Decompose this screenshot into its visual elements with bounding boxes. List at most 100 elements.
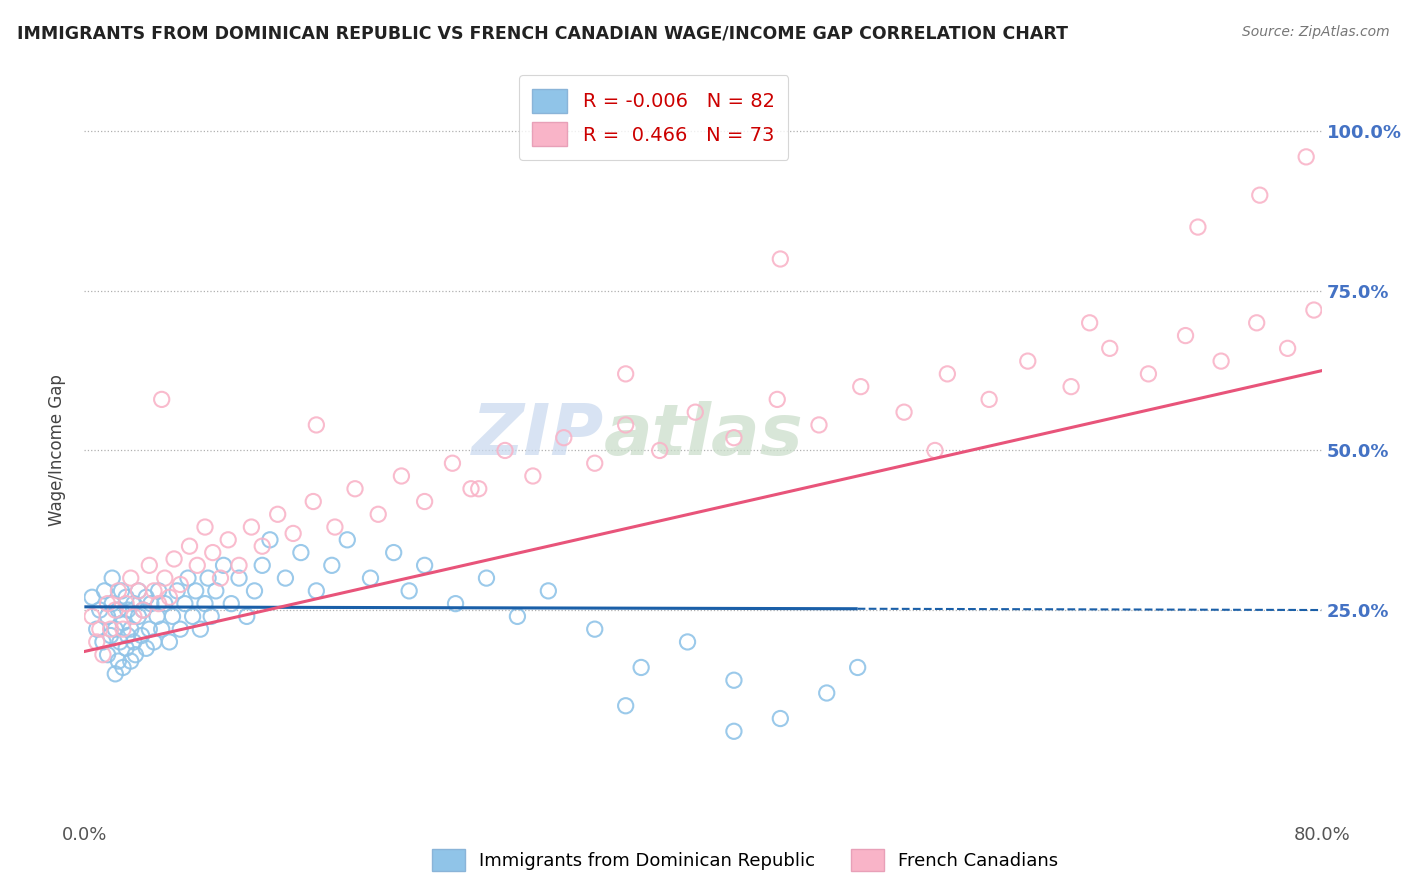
Point (86, 622, 108, 636)
Point (267, 508, 290, 522)
Point (124, 648, 146, 662)
Point (131, 629, 153, 643)
Point (122, 635, 145, 649)
Point (382, 545, 405, 559)
Point (120, 571, 142, 585)
Point (104, 603, 127, 617)
Point (181, 609, 204, 624)
Point (685, 405, 707, 419)
Point (89, 622, 111, 636)
Point (143, 583, 166, 598)
Point (194, 597, 217, 611)
Point (93, 583, 115, 598)
Text: atlas: atlas (605, 401, 804, 470)
Point (197, 571, 219, 585)
Point (153, 597, 176, 611)
Point (441, 456, 464, 470)
Point (1246, 316, 1268, 330)
Point (1137, 367, 1160, 381)
Point (82, 591, 104, 605)
Point (139, 597, 162, 611)
Point (194, 520, 217, 534)
Point (86, 635, 108, 649)
Point (389, 469, 413, 483)
Point (100, 629, 122, 643)
Point (150, 622, 173, 636)
Y-axis label: Wage/Income Gap: Wage/Income Gap (48, 375, 66, 526)
Point (143, 635, 166, 649)
Point (150, 392, 173, 407)
Point (115, 641, 138, 656)
Point (163, 552, 186, 566)
Point (1209, 354, 1232, 368)
Point (186, 558, 208, 573)
Text: Source: ZipAtlas.com: Source: ZipAtlas.com (1241, 25, 1389, 39)
Point (807, 417, 830, 432)
Point (107, 603, 129, 617)
Point (360, 571, 382, 585)
Point (219, 597, 242, 611)
Point (583, 622, 606, 636)
Point (209, 571, 232, 585)
Point (138, 622, 160, 636)
Point (537, 583, 560, 598)
Point (91, 635, 114, 649)
Point (1295, 150, 1317, 164)
Point (127, 583, 149, 598)
Point (96, 648, 118, 662)
Point (127, 609, 149, 624)
Point (1060, 379, 1083, 393)
Point (162, 609, 184, 624)
Point (166, 583, 188, 598)
Point (321, 558, 343, 573)
Point (302, 494, 325, 508)
Point (205, 583, 228, 598)
Point (1187, 220, 1209, 235)
Point (1078, 316, 1101, 330)
Point (228, 571, 250, 585)
Point (506, 609, 529, 624)
Point (115, 591, 138, 605)
Point (89, 603, 111, 617)
Point (522, 469, 544, 483)
Point (1174, 328, 1197, 343)
Point (494, 443, 516, 458)
Point (146, 609, 169, 624)
Point (177, 571, 200, 585)
Point (614, 367, 637, 381)
Point (153, 571, 176, 585)
Point (250, 558, 273, 573)
Point (201, 545, 224, 559)
Point (240, 520, 263, 534)
Point (228, 558, 250, 573)
Point (676, 635, 699, 649)
Legend: Immigrants from Dominican Republic, French Canadians: Immigrants from Dominican Republic, Fren… (425, 842, 1066, 879)
Point (648, 443, 671, 458)
Legend: R = -0.006   N = 82, R =  0.466   N = 73: R = -0.006 N = 82, R = 0.466 N = 73 (519, 75, 789, 160)
Point (259, 533, 281, 547)
Point (723, 724, 745, 739)
Point (101, 571, 124, 585)
Point (1098, 342, 1121, 356)
Point (723, 431, 745, 445)
Point (138, 558, 160, 573)
Point (159, 635, 180, 649)
Point (305, 583, 328, 598)
Point (174, 597, 197, 611)
Point (936, 367, 959, 381)
Point (115, 597, 138, 611)
Text: IMMIGRANTS FROM DOMINICAN REPUBLIC VS FRENCH CANADIAN WAGE/INCOME GAP CORRELATIO: IMMIGRANTS FROM DOMINICAN REPUBLIC VS FR… (17, 25, 1069, 43)
Point (893, 405, 915, 419)
Point (1277, 342, 1299, 356)
Text: ZIP: ZIP (472, 401, 605, 470)
Point (135, 591, 157, 605)
Point (148, 583, 170, 598)
Point (583, 456, 606, 470)
Point (769, 712, 792, 726)
Point (169, 622, 191, 636)
Point (1302, 303, 1324, 318)
Point (117, 629, 139, 643)
Point (281, 526, 305, 541)
Point (112, 660, 135, 674)
Point (104, 622, 127, 636)
